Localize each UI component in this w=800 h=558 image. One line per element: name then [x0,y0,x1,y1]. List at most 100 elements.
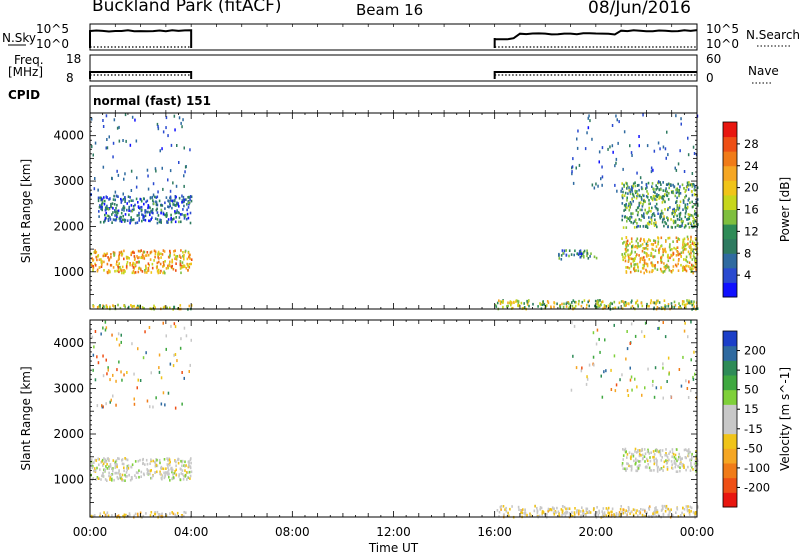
power-pixel [633,263,635,266]
power-pixel [653,255,656,258]
velocity-pixel [164,475,166,478]
freq-panel-frame [89,54,698,82]
velocity-ytick-label: 1000 [53,473,84,487]
power-pixel [152,182,155,186]
velocity-pixel [165,467,167,470]
power-pixel [633,220,636,223]
velocity-colorbar-tick-label: 15 [744,402,759,416]
power-pixel [141,213,143,216]
velocity-pixel [561,509,564,512]
power-pixel [126,257,128,260]
power-pixel [686,264,688,268]
power-pixel [678,218,681,221]
power-pixel [155,201,158,204]
power-pixel [627,244,629,247]
power-pixel [151,195,154,199]
velocity-pixel [671,514,674,517]
power-pixel [665,222,667,225]
power-pixel [684,196,686,199]
velocity-pixel [169,512,171,515]
power-pixel [692,249,694,253]
power-pixel [131,271,134,275]
power-pixel [621,214,624,218]
power-pixel [164,260,166,263]
power-pixel [561,302,563,306]
power-pixel [691,172,694,175]
velocity-pixel [92,353,95,357]
power-pixel [650,254,652,257]
date-title: 08/Jun/2016 [588,0,691,18]
velocity-pixel [588,363,591,367]
power-pixel [628,266,631,270]
velocity-pixel [107,366,109,370]
velocity-pixel [632,453,635,456]
power-pixel [639,201,642,205]
power-pixel [507,301,509,305]
power-pixel [121,208,123,211]
power-pixel [593,255,596,259]
power-pixel [691,240,694,244]
power-pixel [660,212,663,215]
power-pixel [645,211,648,215]
power-pixel [112,304,114,307]
velocity-pixel [690,509,692,513]
velocity-pixel [647,463,649,466]
power-pixel [118,125,120,129]
power-pixel [653,212,655,215]
power-pixel [98,215,100,218]
power-pixel [102,125,105,128]
power-pixel [679,185,681,189]
power-pixel [124,172,126,176]
velocity-pixel [138,469,140,472]
power-pixel [658,251,660,255]
velocity-pixel [107,514,110,518]
power-pixel [182,208,184,211]
velocity-colorbar-cell [723,404,737,420]
power-pixel [690,267,693,271]
power-pixel [673,305,676,309]
power-pixel [133,271,136,275]
velocity-pixel [644,508,646,512]
velocity-pixel [160,515,162,518]
power-pixel [128,213,130,217]
velocity-pixel [668,452,670,456]
power-pixel [101,206,103,209]
velocity-pixel [158,458,161,462]
velocity-pixel [163,471,165,475]
velocity-pixel [126,468,128,472]
velocity-pixel [128,473,130,477]
velocity-pixel [496,509,499,512]
velocity-pixel [189,458,192,462]
power-pixel [673,207,675,211]
power-pixel [671,254,673,258]
power-pixel [682,201,685,204]
power-pixel [138,260,140,264]
power-pixel [126,202,128,205]
power-pixel [102,199,104,202]
velocity-colorbar-cell [723,345,737,361]
power-pixel [659,215,662,218]
velocity-pixel [654,509,656,513]
power-pixel [688,181,690,184]
velocity-pixel [105,460,108,463]
velocity-pixel [637,449,639,452]
power-pixel [556,302,558,306]
power-pixel [586,252,588,255]
velocity-colorbar-tick-label: 50 [744,383,759,397]
power-pixel [674,221,677,224]
power-pixel [570,253,573,256]
velocity-pixel [116,475,119,479]
power-pixel [665,250,667,254]
power-pixel [575,166,577,170]
velocity-pixel [654,449,657,452]
power-pixel [160,218,162,222]
power-pixel [635,269,637,272]
power-pixel [106,214,109,217]
velocity-pixel [575,366,578,370]
power-pixel [692,264,695,268]
power-pixel [131,115,134,119]
power-pixel [558,254,560,257]
velocity-pixel [162,391,165,395]
velocity-pixel [547,509,549,513]
velocity-pixel [593,513,596,516]
